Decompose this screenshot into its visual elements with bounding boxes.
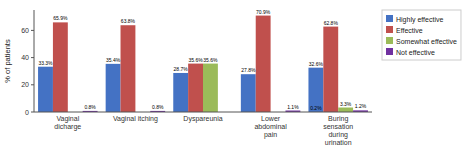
data-label: 0.8% bbox=[84, 104, 96, 110]
bar bbox=[323, 27, 338, 112]
bar bbox=[338, 108, 353, 112]
data-label: 28.7% bbox=[174, 66, 189, 72]
x-tick-label-line: Vaginal itching bbox=[113, 115, 158, 123]
data-label: 32.6% bbox=[309, 61, 324, 67]
x-tick-label-line: during bbox=[328, 131, 348, 139]
data-label: 35.4% bbox=[106, 57, 121, 63]
data-label: 35.6% bbox=[203, 57, 218, 63]
bar bbox=[53, 22, 68, 112]
data-label: 62.8% bbox=[324, 20, 339, 26]
x-tick-label: Vaginaldicharge bbox=[54, 115, 81, 131]
y-tick bbox=[31, 30, 34, 31]
x-axis-line bbox=[34, 112, 372, 113]
x-tick-label-line: Buring bbox=[328, 115, 348, 123]
bar bbox=[203, 64, 218, 112]
data-label: 27.8% bbox=[241, 67, 256, 73]
legend-frame bbox=[382, 10, 461, 60]
bar bbox=[188, 64, 203, 112]
bars bbox=[38, 16, 368, 112]
y-tick-label: 20 bbox=[21, 81, 29, 88]
annotation: 0.2% bbox=[310, 105, 322, 111]
x-tick-label: Lowerabdominalpain bbox=[254, 115, 287, 139]
data-label: 3.3% bbox=[340, 101, 352, 107]
bar bbox=[241, 74, 256, 112]
data-label: 35.6% bbox=[188, 57, 203, 63]
legend-label: Highly effective bbox=[396, 16, 443, 24]
y-axis-line bbox=[34, 10, 35, 112]
x-tick-label: Buringsensationduringurination bbox=[323, 115, 353, 146]
x-tick-label-line: dicharge bbox=[54, 123, 81, 131]
bar bbox=[256, 16, 271, 112]
y-tick bbox=[31, 112, 34, 113]
legend-label: Somewhat effective bbox=[396, 38, 457, 45]
x-tick-label: Dyspareunia bbox=[183, 115, 222, 123]
x-tick-label-line: Lower bbox=[261, 115, 281, 122]
legend: Highly effective Effective Somewhat effect… bbox=[382, 10, 461, 60]
bar bbox=[308, 68, 323, 112]
legend-swatch bbox=[386, 48, 393, 55]
data-label: 1.2% bbox=[355, 103, 367, 109]
x-tick-label-line: pain bbox=[264, 131, 277, 139]
x-tick-label: Vaginal itching bbox=[113, 115, 158, 123]
bar bbox=[38, 67, 53, 112]
y-tick bbox=[31, 57, 34, 58]
legend-swatch bbox=[386, 37, 393, 44]
x-tick-label-line: Dyspareunia bbox=[183, 115, 222, 123]
legend-label: Not effective bbox=[396, 49, 435, 56]
bar bbox=[121, 25, 136, 112]
data-label: 65.9% bbox=[53, 15, 68, 21]
legend-swatch bbox=[386, 26, 393, 33]
bar bbox=[106, 64, 121, 112]
x-tick-label-line: abdominal bbox=[254, 123, 287, 130]
bar bbox=[173, 73, 188, 112]
data-label: 0.8% bbox=[152, 104, 164, 110]
data-label: 1.1% bbox=[287, 104, 299, 110]
legend-swatch bbox=[386, 15, 393, 22]
y-tick-label: 0 bbox=[25, 109, 29, 116]
x-tick-label-line: urination bbox=[325, 139, 352, 146]
data-label: 70.9% bbox=[256, 9, 271, 15]
x-tick-label-line: Vaginal bbox=[56, 115, 79, 123]
chart: 0204060% of patientsVaginaldichargeVagin… bbox=[0, 0, 474, 160]
y-tick-label: 60 bbox=[21, 27, 29, 34]
data-label: 63.8% bbox=[121, 18, 136, 24]
x-tick-label-line: sensation bbox=[323, 123, 353, 130]
data-label: 33.3% bbox=[38, 60, 53, 66]
y-tick-label: 40 bbox=[21, 54, 29, 61]
legend-label: Effective bbox=[396, 27, 423, 34]
y-axis-label: % of patients bbox=[3, 39, 12, 83]
y-tick bbox=[31, 84, 34, 85]
